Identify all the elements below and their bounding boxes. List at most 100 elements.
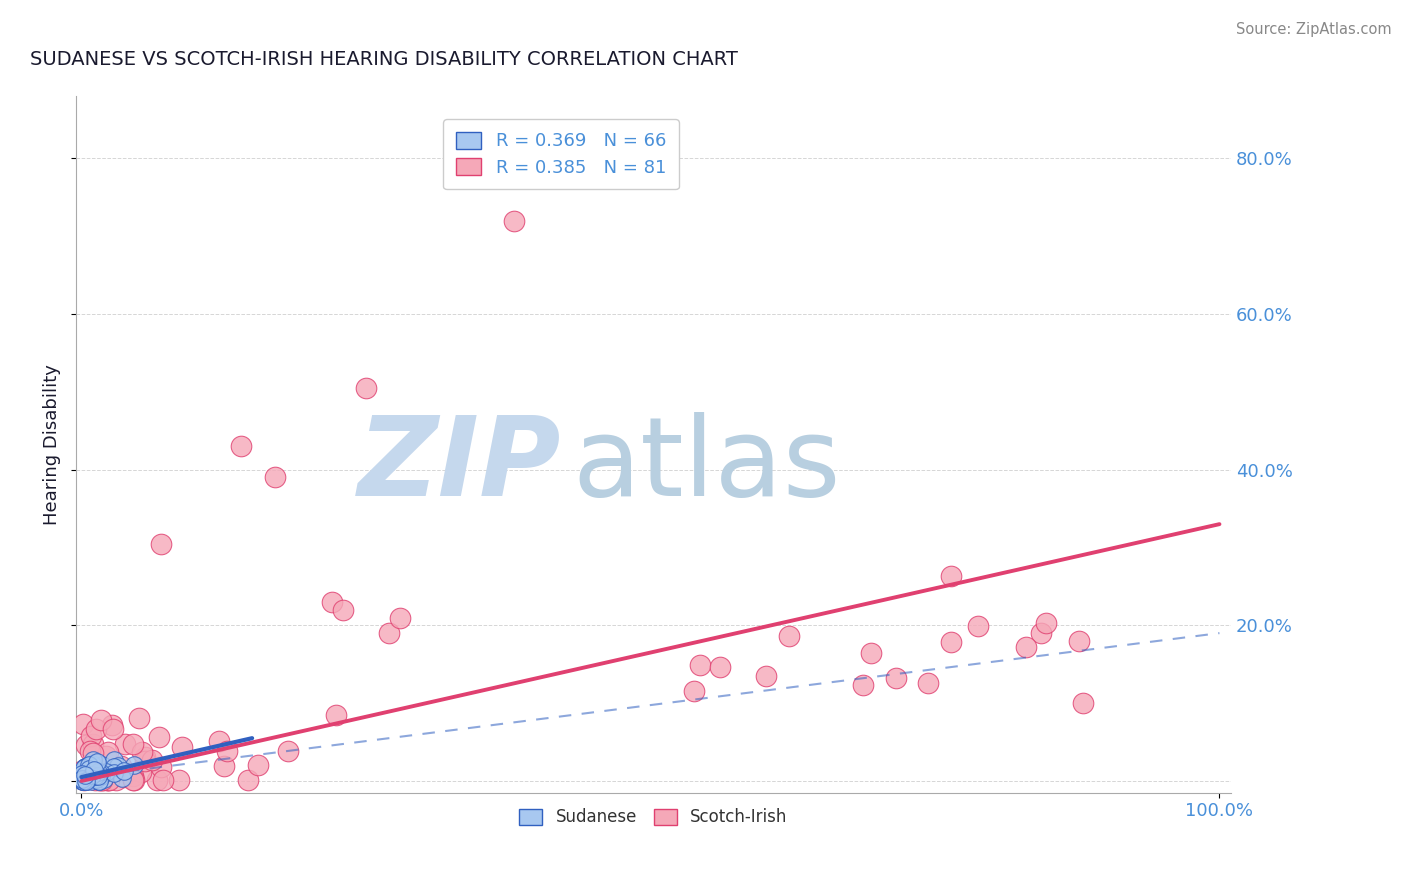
Point	[321, 595, 343, 609]
Point	[86, 756, 108, 770]
Point	[121, 773, 143, 788]
Point	[104, 773, 127, 788]
Point	[86, 768, 108, 782]
Point	[89, 769, 111, 783]
Point	[884, 671, 907, 685]
Point	[96, 749, 118, 764]
Point	[860, 647, 883, 661]
Point	[72, 773, 94, 788]
Point	[89, 769, 111, 783]
Point	[87, 773, 110, 788]
Point	[149, 760, 172, 774]
Point	[941, 568, 963, 582]
Point	[215, 744, 238, 758]
Point	[148, 730, 170, 744]
Point	[79, 771, 101, 785]
Point	[146, 773, 169, 788]
Point	[917, 676, 939, 690]
Point	[377, 626, 399, 640]
Point	[122, 769, 145, 783]
Point	[96, 764, 118, 779]
Point	[75, 738, 97, 752]
Point	[122, 773, 145, 788]
Point	[75, 764, 97, 778]
Point	[129, 765, 152, 780]
Point	[80, 767, 103, 781]
Point	[325, 708, 347, 723]
Point	[72, 772, 94, 786]
Point	[212, 759, 235, 773]
Point	[131, 745, 153, 759]
Point	[82, 762, 104, 776]
Point	[122, 737, 145, 751]
Point	[167, 773, 190, 788]
Point	[77, 767, 100, 781]
Point	[778, 629, 800, 643]
Y-axis label: Hearing Disability: Hearing Disability	[44, 364, 60, 524]
Point	[84, 768, 107, 782]
Point	[128, 711, 150, 725]
Point	[86, 723, 108, 737]
Point	[73, 760, 96, 774]
Point	[122, 758, 145, 772]
Point	[107, 759, 129, 773]
Point	[70, 765, 93, 780]
Point	[277, 744, 299, 758]
Legend: Sudanese, Scotch-Irish: Sudanese, Scotch-Irish	[512, 802, 794, 833]
Point	[82, 746, 104, 760]
Point	[103, 759, 125, 773]
Text: SUDANESE VS SCOTCH-IRISH HEARING DISABILITY CORRELATION CHART: SUDANESE VS SCOTCH-IRISH HEARING DISABIL…	[30, 51, 737, 70]
Point	[112, 770, 135, 784]
Point	[91, 773, 114, 788]
Point	[110, 758, 132, 772]
Point	[73, 760, 96, 774]
Point	[709, 660, 731, 674]
Point	[852, 678, 875, 692]
Point	[389, 610, 412, 624]
Point	[1015, 640, 1038, 654]
Point	[332, 603, 354, 617]
Point	[75, 768, 97, 782]
Point	[76, 765, 98, 780]
Point	[354, 381, 377, 395]
Point	[80, 770, 103, 784]
Point	[83, 773, 105, 788]
Point	[83, 768, 105, 782]
Point	[76, 769, 98, 783]
Point	[152, 773, 174, 788]
Point	[170, 740, 193, 755]
Point	[80, 773, 103, 788]
Point	[689, 657, 711, 672]
Point	[91, 773, 114, 788]
Point	[141, 753, 163, 767]
Point	[502, 213, 524, 227]
Point	[72, 771, 94, 785]
Point	[939, 635, 962, 649]
Point	[70, 772, 93, 787]
Text: ZIP: ZIP	[357, 412, 561, 519]
Point	[101, 722, 124, 736]
Point	[79, 764, 101, 778]
Text: atlas: atlas	[572, 412, 841, 519]
Point	[83, 767, 105, 781]
Point	[112, 764, 135, 778]
Point	[80, 756, 103, 771]
Point	[111, 772, 134, 786]
Point	[264, 470, 287, 484]
Point	[90, 713, 112, 727]
Point	[79, 744, 101, 758]
Point	[103, 765, 125, 780]
Point	[87, 773, 110, 788]
Point	[96, 773, 118, 788]
Point	[79, 769, 101, 783]
Text: Source: ZipAtlas.com: Source: ZipAtlas.com	[1236, 22, 1392, 37]
Point	[82, 737, 104, 751]
Point	[134, 754, 156, 768]
Point	[114, 737, 136, 751]
Point	[82, 753, 104, 767]
Point	[76, 764, 98, 778]
Point	[229, 439, 252, 453]
Point	[73, 765, 96, 780]
Point	[76, 769, 98, 783]
Point	[73, 766, 96, 780]
